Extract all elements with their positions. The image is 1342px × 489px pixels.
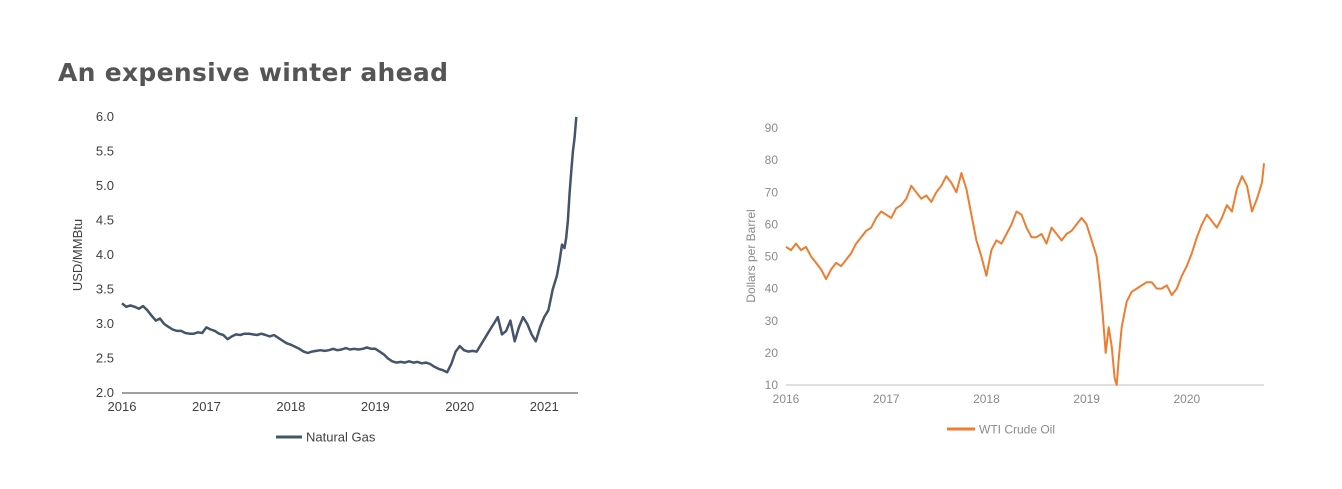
series-line-natural-gas [121, 116, 578, 374]
y-tick-label: 2.5 [96, 351, 114, 366]
x-tick-label: 2016 [773, 392, 800, 406]
series-line-wti-crude-oil [785, 163, 1265, 386]
y-tick-label: 2.0 [96, 385, 114, 400]
legend-item: WTI Crude Oil [947, 423, 1055, 437]
y-tick-label: 5.0 [96, 178, 114, 193]
y-tick-label: 50 [765, 250, 779, 264]
legend-item: Natural Gas [276, 430, 376, 445]
slide-title: An expensive winter ahead [58, 58, 449, 87]
x-tick-label: 2018 [276, 399, 305, 414]
x-tick-label: 2020 [1173, 392, 1200, 406]
x-tick-label: 2017 [873, 392, 900, 406]
y-tick-label: 80 [765, 153, 779, 167]
x-tick-label: 2020 [445, 399, 474, 414]
x-tick-label: 2017 [192, 399, 221, 414]
y-tick-label: 3.5 [96, 282, 114, 297]
chart-1: 2.0 2.5 3.0 3.5 4.0 4.5 5.0 5.5 6.0 2016 2017 2018 2… [70, 109, 578, 445]
y-tick-label: 4.0 [96, 247, 114, 262]
y-tick-label: 3.0 [96, 316, 114, 331]
x-tick-label: 2018 [973, 392, 1000, 406]
y-tick-label: 70 [765, 185, 779, 199]
y-axis-title: Dollars per Barrel [744, 209, 758, 302]
y-tick-label: 60 [765, 217, 779, 231]
chart-2: 10 20 30 40 50 60 70 80 90 2016 2017 2018 2019 2020 Do… [744, 121, 1265, 437]
y-tick-label: 30 [765, 314, 779, 328]
legend-label: WTI Crude Oil [979, 423, 1055, 437]
y-tick-label: 40 [765, 282, 779, 296]
y-tick-label: 10 [765, 378, 779, 392]
y-tick-label: 5.5 [96, 144, 114, 159]
y-tick-label: 20 [765, 346, 779, 360]
y-tick-label: 6.0 [96, 109, 114, 124]
x-tick-label: 2019 [361, 399, 390, 414]
x-tick-label: 2016 [108, 399, 137, 414]
y-tick-label: 90 [765, 121, 779, 135]
x-tick-label: 2021 [530, 399, 559, 414]
y-axis-title: USD/MMBtu [70, 219, 85, 291]
y-tick-label: 4.5 [96, 213, 114, 228]
x-tick-label: 2019 [1073, 392, 1100, 406]
legend-label: Natural Gas [306, 430, 376, 445]
